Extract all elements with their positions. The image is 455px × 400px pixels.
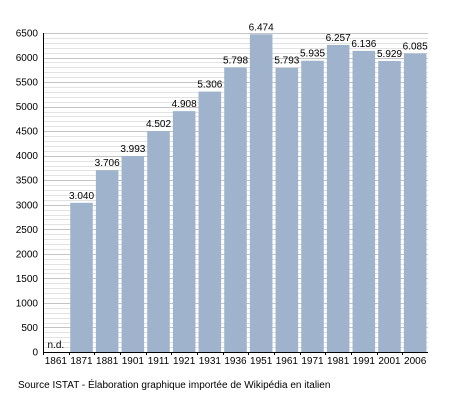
bars [70,34,427,353]
data-label-1921: 4.908 [172,99,197,110]
x-tick-label: 1861 [45,356,68,367]
y-tick-labels: 0 500 1000 1500 2000 2500 3000 3500 4000 4500 5000… [16,29,39,359]
bar-1881 [95,170,119,352]
bar-1901 [121,156,145,352]
y-tick-label: 5500 [16,78,39,89]
bar-1911 [147,131,170,352]
x-tick-label: 1931 [199,356,222,367]
data-label-1901: 3.993 [120,144,145,155]
y-tick-label: 1000 [16,298,39,309]
x-tick-label: 1981 [327,356,350,367]
bar-2001 [378,61,401,353]
bar-1871 [70,202,93,352]
y-tick-label: 4500 [16,127,39,138]
bar-1971 [301,60,324,353]
data-label-1871: 3.040 [69,191,94,202]
bar-2006 [403,53,427,353]
bar-1931 [198,91,222,353]
y-tick-label: 2500 [16,225,39,236]
bar-1981 [326,44,350,353]
x-tick-label: 1961 [276,356,299,367]
bar-1936 [224,67,247,353]
data-label-1881: 3.706 [95,158,120,169]
data-label-2001: 5.929 [377,49,402,60]
x-tick-labels: 1861 1871 1881 1901 1911 1921 1931 1936 1951 1961… [45,356,427,367]
x-tick-label: 1921 [173,356,196,367]
y-tick-label: 6000 [16,53,39,64]
x-tick-label: 1951 [250,356,273,367]
y-tick-label: 500 [21,323,38,334]
data-label-1981: 6.257 [326,33,351,44]
data-label-1861: n.d. [47,340,64,351]
y-tick-label: 0 [32,348,38,359]
axes [43,33,428,355]
source-note: Source ISTAT - Élaboration graphique imp… [18,380,331,391]
bar-1921 [172,111,196,352]
data-label-1911: 4.502 [146,119,171,130]
y-tick-label: 1500 [16,274,39,285]
y-tick-label: 4000 [16,151,39,162]
x-tick-label: 1901 [122,356,145,367]
y-tick-label: 3000 [16,200,39,211]
y-tick-label: 2000 [16,249,39,260]
bar-1991 [352,50,376,352]
data-label-1936: 5.798 [223,55,248,66]
x-tick-label: 2001 [378,356,401,367]
data-label-1961: 5.793 [274,56,299,67]
y-tick-label: 6500 [16,29,39,40]
y-tick-label: 3500 [16,176,39,187]
x-tick-label: 1936 [224,356,247,367]
data-label-1971: 5.935 [300,49,325,60]
x-tick-label: 1911 [148,356,170,367]
x-tick-label: 1991 [353,356,376,367]
x-tick-label: 1871 [70,356,93,367]
bar-1951 [249,34,273,352]
bar-1961 [275,67,299,352]
x-tick-label: 1881 [96,356,119,367]
x-tick-label: 2006 [404,356,427,367]
data-label-1931: 5.306 [197,80,222,91]
data-label-1951: 6.474 [249,22,274,33]
data-label-1991: 6.136 [351,39,376,50]
data-label-2006: 6.085 [403,41,428,52]
x-tick-label: 1971 [301,356,324,367]
y-tick-label: 5000 [16,102,39,113]
